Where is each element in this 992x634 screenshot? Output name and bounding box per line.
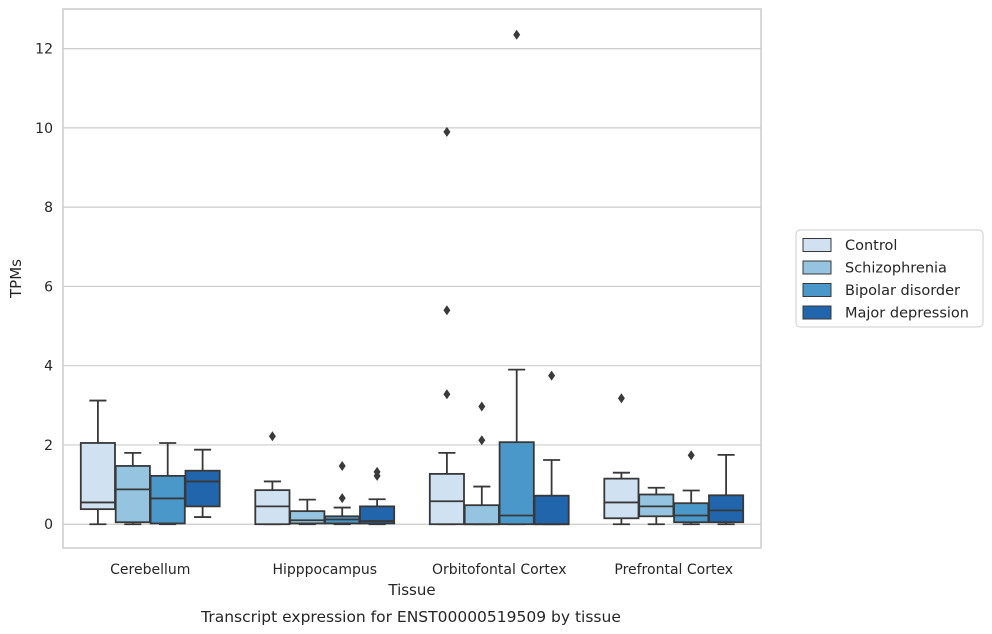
outlier-point xyxy=(338,460,346,471)
box xyxy=(638,486,675,526)
figure-caption: Transcript expression for ENST0000051950… xyxy=(200,608,621,626)
box-iqr xyxy=(428,472,465,526)
box-iqr xyxy=(114,465,151,524)
y-gridlines xyxy=(63,48,761,525)
y-tick-label: 6 xyxy=(44,279,53,295)
box-plot-series xyxy=(79,29,745,526)
outlier-point xyxy=(443,126,451,137)
x-tick-label: Orbitofontal Cortex xyxy=(432,562,567,578)
legend-label: Control xyxy=(845,238,897,254)
outlier-point xyxy=(478,435,486,446)
legend-items: Control Schizophrenia Bipolar disorder Majo… xyxy=(802,238,969,322)
box xyxy=(79,399,116,526)
legend-swatch xyxy=(802,283,832,297)
series-control xyxy=(79,126,640,526)
box xyxy=(533,370,570,526)
x-axis-title: Tissue xyxy=(387,581,435,599)
box xyxy=(359,466,396,526)
legend-swatch xyxy=(802,305,832,320)
outlier-point xyxy=(478,401,486,412)
box xyxy=(324,460,361,526)
box xyxy=(289,498,326,526)
box-iqr xyxy=(533,494,570,526)
y-tick-label: 12 xyxy=(35,42,53,58)
box-iqr xyxy=(79,442,116,511)
outlier-point xyxy=(548,370,556,381)
y-axis-title: TPMs xyxy=(7,259,25,299)
legend-label: Bipolar disorder xyxy=(845,283,960,299)
plot-area-frame xyxy=(62,8,762,549)
legend-frame xyxy=(795,229,984,328)
outlier-point xyxy=(338,493,346,504)
y-tick-label: 4 xyxy=(44,359,53,375)
box-iqr xyxy=(673,502,710,524)
box xyxy=(149,442,186,526)
outlier-point xyxy=(513,29,521,40)
y-tick-label: 0 xyxy=(44,517,53,533)
box xyxy=(184,448,221,518)
x-tick-label: Cerebellum xyxy=(110,562,190,578)
box-iqr xyxy=(289,510,326,525)
legend-label: Schizophrenia xyxy=(845,261,947,277)
box xyxy=(114,451,151,526)
box-iqr xyxy=(463,504,500,526)
box xyxy=(254,431,291,526)
box-iqr xyxy=(498,441,535,526)
box-iqr xyxy=(149,474,186,525)
box-iqr xyxy=(184,469,221,508)
box-iqr xyxy=(603,477,640,520)
series-schizophrenia xyxy=(114,401,675,526)
box-iqr xyxy=(359,505,396,525)
box xyxy=(603,393,640,526)
y-tick-label: 8 xyxy=(44,200,53,216)
outlier-point xyxy=(373,466,381,477)
box xyxy=(428,126,465,526)
box xyxy=(498,29,535,526)
x-tick-label: Prefrontal Cortex xyxy=(614,562,733,578)
outlier-point xyxy=(268,431,276,442)
series-major-depression xyxy=(184,370,745,526)
outlier-point xyxy=(617,393,625,404)
series-bipolar-disorder xyxy=(149,29,710,526)
y-tick-label: 10 xyxy=(35,121,53,137)
outlier-point xyxy=(443,389,451,400)
box-iqr xyxy=(708,494,745,524)
box-iqr xyxy=(638,493,675,518)
outlier-point xyxy=(443,305,451,316)
outlier-point xyxy=(687,450,695,461)
legend-label: Major depression xyxy=(845,306,969,322)
box xyxy=(708,453,745,526)
x-tick-label: Hipppocampus xyxy=(272,562,377,578)
box xyxy=(673,450,710,526)
legend: Control Schizophrenia Bipolar disorder Majo… xyxy=(795,229,984,328)
legend-swatch xyxy=(802,238,832,252)
y-tick-label: 2 xyxy=(44,438,53,454)
legend-swatch xyxy=(802,260,832,275)
x-tick-labels: Cerebellum Hipppocampus Orbitofontal Corte… xyxy=(110,562,733,578)
y-tick-labels: 0 2 4 6 8 10 12 xyxy=(35,42,53,534)
box xyxy=(463,401,500,526)
